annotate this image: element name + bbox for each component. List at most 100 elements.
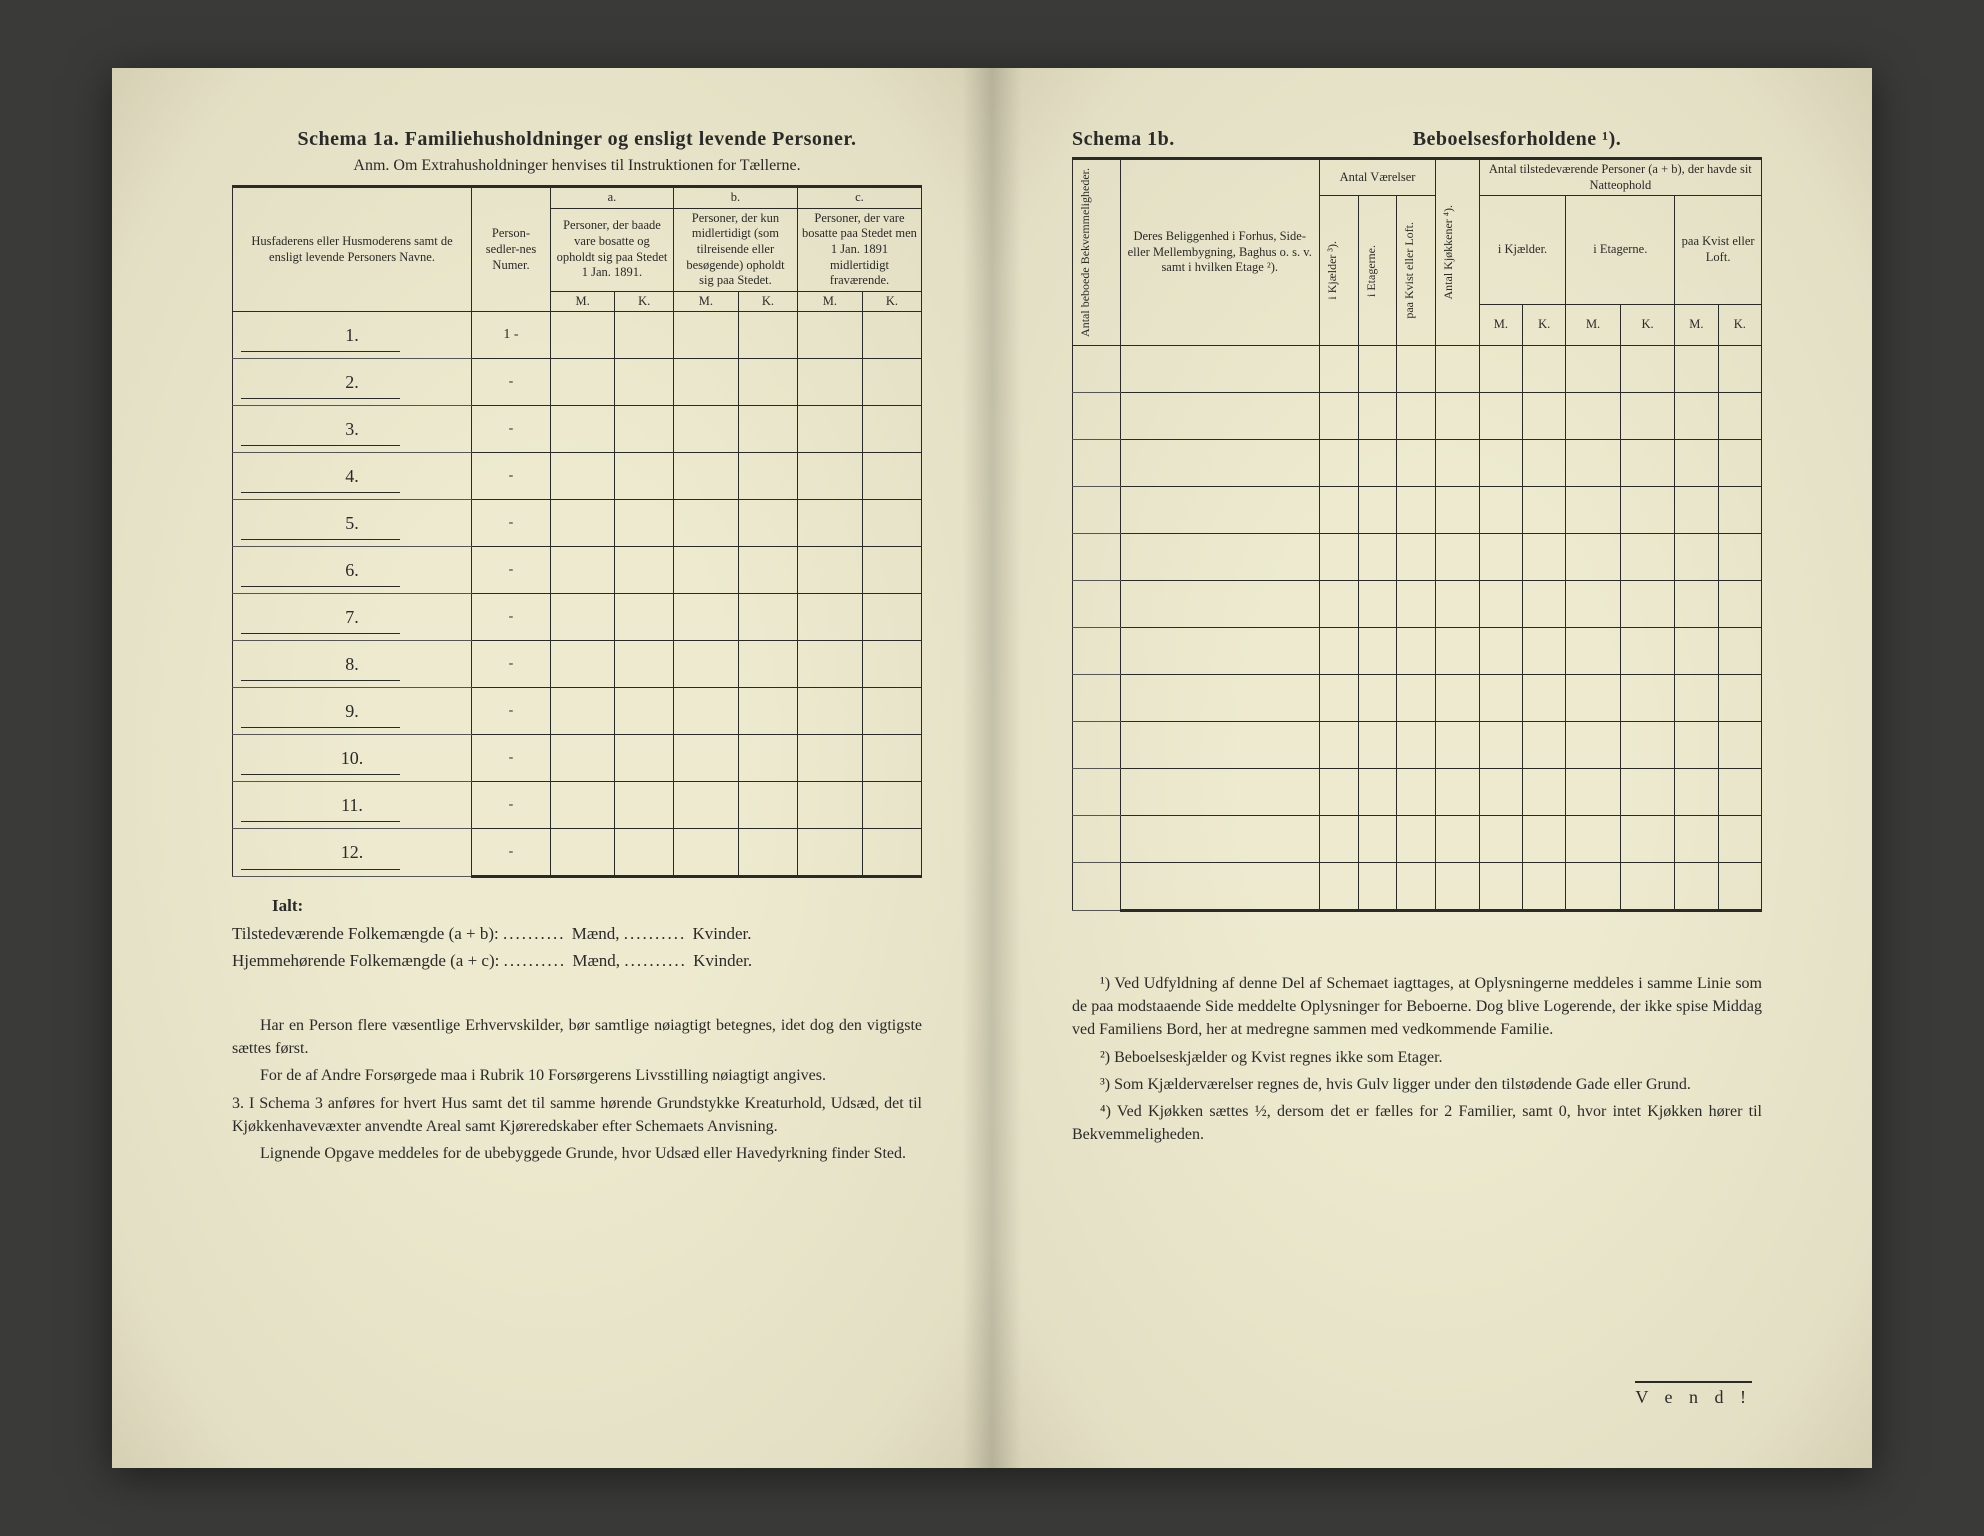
data-cell: [1319, 486, 1358, 533]
table-row: 12.-: [233, 829, 922, 877]
data-cell: [1479, 345, 1522, 392]
data-cell: [862, 453, 921, 500]
data-cell: [1718, 345, 1761, 392]
data-cell: [1397, 392, 1436, 439]
data-cell: [1620, 674, 1674, 721]
data-cell: [1436, 533, 1479, 580]
col-c-M: M.: [797, 291, 862, 312]
row-numer-cell: -: [472, 829, 551, 877]
data-cell: [1397, 815, 1436, 862]
data-cell: [1319, 580, 1358, 627]
data-cell: [738, 406, 797, 453]
table-row: [1073, 580, 1762, 627]
data-cell: [1319, 627, 1358, 674]
data-cell: [1523, 486, 1566, 533]
data-cell: [1073, 862, 1121, 910]
data-cell: [1073, 768, 1121, 815]
data-cell: [1566, 486, 1620, 533]
col-c-label: c.: [797, 187, 921, 209]
data-cell: [1523, 439, 1566, 486]
data-cell: [615, 829, 674, 877]
data-cell: [1358, 627, 1397, 674]
data-cell: [551, 688, 615, 735]
table-row: [1073, 627, 1762, 674]
data-cell: [1675, 439, 1718, 486]
data-cell: [1397, 721, 1436, 768]
data-cell: [1436, 674, 1479, 721]
data-cell: [551, 829, 615, 877]
data-cell: [1620, 392, 1674, 439]
data-cell: [1718, 721, 1761, 768]
data-cell: [1620, 439, 1674, 486]
row-numer-cell: -: [472, 641, 551, 688]
data-cell: [862, 782, 921, 829]
data-cell: [1566, 345, 1620, 392]
data-cell: [797, 735, 862, 782]
data-cell: [1120, 674, 1319, 721]
data-cell: [673, 735, 738, 782]
data-cell: [1675, 721, 1718, 768]
data-cell: [673, 641, 738, 688]
data-cell: [1397, 674, 1436, 721]
summary-block: Ialt: Tilstedeværende Folkemængde (a + b…: [232, 892, 922, 974]
table-row: 1.1 -: [233, 312, 922, 359]
data-cell: [1397, 862, 1436, 910]
row-numer-cell: -: [472, 547, 551, 594]
schema-1b-heading: Beboelsesforholdene ¹).: [1272, 128, 1762, 151]
table-row: [1073, 345, 1762, 392]
data-cell: [1620, 345, 1674, 392]
row-number: 1.: [233, 312, 472, 359]
col-a-text: Personer, der baade vare bosatte og opho…: [551, 208, 674, 291]
table-row: [1073, 721, 1762, 768]
data-cell: [738, 453, 797, 500]
table-row: 7.-: [233, 594, 922, 641]
data-cell: [738, 829, 797, 877]
data-cell: [1120, 392, 1319, 439]
row-number: 7.: [233, 594, 472, 641]
data-cell: [1675, 486, 1718, 533]
data-cell: [1620, 627, 1674, 674]
row-number: 10.: [233, 735, 472, 782]
data-cell: [797, 641, 862, 688]
data-cell: [1523, 768, 1566, 815]
left-page: Schema 1a. Familiehusholdninger og ensli…: [112, 68, 992, 1468]
schema-1a-table: Husfaderens eller Husmoderens samt de en…: [232, 185, 922, 878]
data-cell: [1120, 815, 1319, 862]
schema-1b-title-row: Schema 1b. Beboelsesforholdene ¹).: [1072, 128, 1762, 151]
col-bekvem: Antal beboede Bekvemmeligheder.: [1077, 162, 1094, 343]
data-cell: [1718, 627, 1761, 674]
data-cell: [551, 782, 615, 829]
data-cell: [1718, 862, 1761, 910]
table-row: [1073, 439, 1762, 486]
schema-1b-label: Schema 1b.: [1072, 128, 1272, 151]
data-cell: [615, 782, 674, 829]
data-cell: [1718, 533, 1761, 580]
data-cell: [551, 547, 615, 594]
data-cell: [738, 641, 797, 688]
data-cell: [1718, 768, 1761, 815]
data-cell: [1479, 627, 1522, 674]
data-cell: [1436, 345, 1479, 392]
data-cell: [797, 453, 862, 500]
data-cell: [1436, 815, 1479, 862]
data-cell: [1718, 674, 1761, 721]
data-cell: [1675, 815, 1718, 862]
row-number: 11.: [233, 782, 472, 829]
data-cell: [1523, 533, 1566, 580]
data-cell: [673, 406, 738, 453]
data-cell: [862, 312, 921, 359]
table-row: [1073, 533, 1762, 580]
col-kjokkener: Antal Kjøkkener ⁴).: [1440, 199, 1457, 306]
col-vaerelser-grp: Antal Værelser: [1319, 159, 1436, 196]
data-cell: [1479, 768, 1522, 815]
data-cell: [1358, 862, 1397, 910]
data-cell: [1675, 768, 1718, 815]
table-row: 4.-: [233, 453, 922, 500]
data-cell: [1073, 627, 1121, 674]
data-cell: [1620, 815, 1674, 862]
data-cell: [862, 547, 921, 594]
data-cell: [615, 688, 674, 735]
data-cell: [1479, 674, 1522, 721]
data-cell: [1523, 627, 1566, 674]
data-cell: [797, 782, 862, 829]
